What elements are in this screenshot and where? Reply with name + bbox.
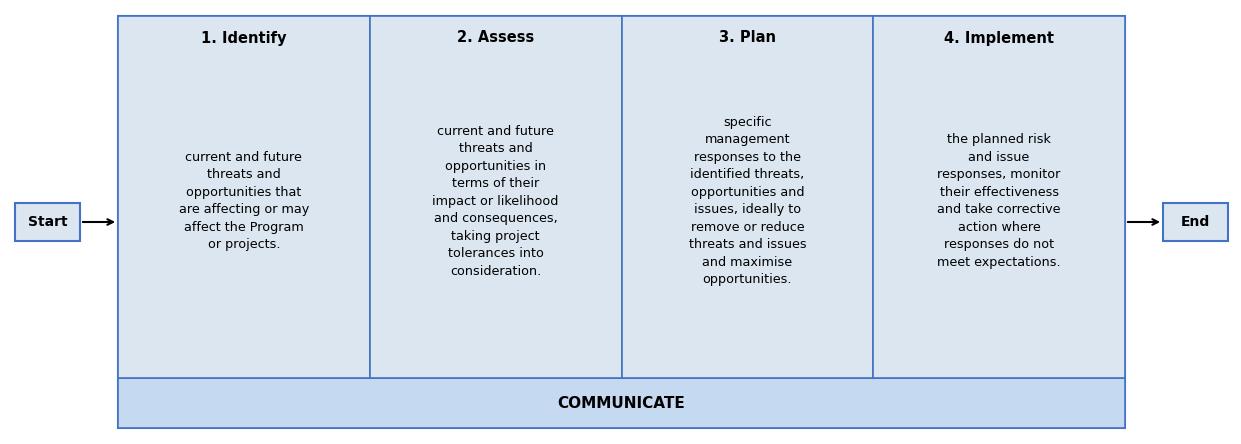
Text: Start: Start — [27, 215, 67, 229]
Bar — [370, 16, 622, 378]
Bar — [1163, 203, 1229, 241]
Text: 1. Identify: 1. Identify — [201, 31, 287, 45]
Bar — [622, 16, 874, 378]
Text: current and future
threats and
opportunities that
are affecting or may
affect th: current and future threats and opportuni… — [179, 151, 309, 251]
Bar — [118, 16, 1126, 428]
Text: current and future
threats and
opportunities in
terms of their
impact or likelih: current and future threats and opportuni… — [432, 125, 558, 278]
Bar — [118, 16, 370, 378]
Text: 4. Implement: 4. Implement — [944, 31, 1054, 45]
Text: End: End — [1181, 215, 1210, 229]
Text: the planned risk
and issue
responses, monitor
their effectiveness
and take corre: the planned risk and issue responses, mo… — [937, 134, 1061, 269]
Text: COMMUNICATE: COMMUNICATE — [557, 396, 685, 411]
Text: 2. Assess: 2. Assess — [457, 31, 534, 45]
Bar — [15, 203, 79, 241]
Text: 3. Plan: 3. Plan — [719, 31, 776, 45]
Bar — [874, 16, 1126, 378]
Bar — [118, 378, 1126, 428]
Text: specific
management
responses to the
identified threats,
opportunities and
issue: specific management responses to the ide… — [689, 116, 807, 286]
